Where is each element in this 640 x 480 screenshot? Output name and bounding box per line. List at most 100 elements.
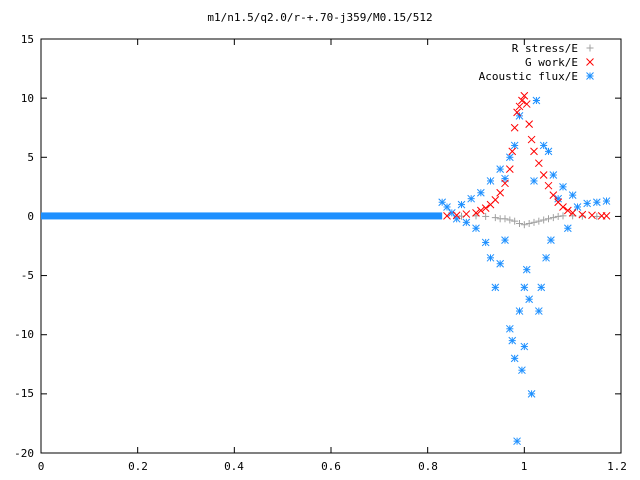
acoustic-flux-point bbox=[522, 265, 531, 274]
g-work-point bbox=[530, 147, 538, 156]
x-tick-label: 0 bbox=[38, 460, 45, 473]
g-work-point bbox=[513, 108, 521, 117]
r-stress-point bbox=[511, 217, 519, 225]
acoustic-flux-point bbox=[496, 259, 505, 268]
legend: R stress/E G work/E Acoustic flux/E bbox=[479, 42, 594, 83]
y-tick-label: 5 bbox=[27, 151, 34, 164]
acoustic-flux-point bbox=[443, 203, 451, 211]
g-work-point bbox=[522, 100, 531, 108]
tick-marks bbox=[40, 38, 622, 454]
r-stress-point bbox=[482, 212, 490, 220]
r-stress-point bbox=[501, 215, 509, 223]
y-axis: 15 10 5 0 -5 -10 -15 -20 bbox=[14, 33, 34, 460]
acoustic-flux-point bbox=[544, 147, 553, 156]
r-stress-point bbox=[530, 218, 538, 226]
r-stress-point bbox=[540, 216, 548, 224]
g-work-point bbox=[472, 209, 480, 217]
g-work-point bbox=[578, 210, 587, 219]
r-stress-point bbox=[535, 217, 543, 225]
acoustic-flux-point bbox=[486, 177, 495, 185]
y-tick-label: -20 bbox=[14, 447, 34, 460]
g-work-point bbox=[491, 196, 500, 204]
x-tick-label: 0.6 bbox=[321, 460, 341, 473]
x-tick-label: 1 bbox=[521, 460, 528, 473]
acoustic-flux-point bbox=[542, 253, 550, 262]
acoustic-flux-point bbox=[520, 283, 529, 292]
acoustic-flux-point bbox=[510, 141, 519, 150]
g-work-point bbox=[496, 188, 505, 197]
x-tick-label: 0.2 bbox=[128, 460, 148, 473]
acoustic-flux-point bbox=[496, 165, 505, 173]
acoustic-flux-point bbox=[505, 153, 514, 162]
g-work-point bbox=[534, 159, 543, 168]
r-stress-point bbox=[506, 216, 514, 224]
acoustic-flux-point bbox=[583, 199, 592, 208]
acoustic-flux-point bbox=[563, 224, 572, 233]
g-work-point bbox=[462, 210, 471, 218]
g-work-point bbox=[476, 206, 485, 215]
acoustic-flux-point bbox=[510, 354, 519, 363]
g-work-point bbox=[559, 203, 567, 211]
g-work-point bbox=[452, 211, 461, 220]
g-work-point bbox=[563, 206, 572, 215]
acoustic-flux-point bbox=[467, 194, 476, 203]
g-work-point bbox=[527, 135, 536, 144]
r-stress-point bbox=[593, 212, 601, 220]
g-work-point bbox=[505, 165, 514, 173]
acoustic-flux-point bbox=[518, 366, 526, 375]
acoustic-flux-point bbox=[462, 218, 471, 227]
y-tick-label: -10 bbox=[14, 328, 34, 341]
acoustic-flux-zero-band bbox=[41, 212, 443, 220]
acoustic-flux-point bbox=[554, 194, 563, 203]
x-tick-label: 1.2 bbox=[607, 460, 627, 473]
g-work-point bbox=[539, 171, 548, 179]
acoustic-flux-point bbox=[505, 324, 514, 333]
acoustic-flux-point bbox=[532, 96, 541, 105]
y-tick-label: 15 bbox=[21, 33, 34, 46]
g-work-point bbox=[588, 211, 596, 220]
acoustic-flux-point bbox=[573, 203, 582, 211]
r-stress-point bbox=[525, 220, 533, 228]
acoustic-flux-point bbox=[515, 112, 524, 120]
r-stress-point bbox=[578, 212, 586, 220]
x-tick-label: 0.8 bbox=[418, 460, 438, 473]
g-work-point bbox=[510, 123, 519, 132]
acoustic-flux-point bbox=[559, 183, 567, 191]
acoustic-flux-point bbox=[539, 141, 548, 150]
acoustic-flux-point bbox=[568, 191, 577, 199]
g-work-point bbox=[549, 191, 558, 199]
acoustic-flux-point bbox=[537, 283, 546, 292]
g-work-point bbox=[602, 211, 611, 220]
g-work-point bbox=[515, 102, 524, 111]
r-stress-point bbox=[559, 212, 567, 220]
g-work-point bbox=[443, 211, 451, 220]
g-work-point bbox=[520, 91, 529, 100]
r-stress-point bbox=[545, 215, 552, 223]
g-work-point bbox=[508, 147, 517, 156]
x-axis: 0 0.2 0.4 0.6 0.8 1 1.2 bbox=[38, 460, 627, 473]
acoustic-flux-point bbox=[520, 342, 529, 351]
r-stress-point bbox=[549, 214, 557, 222]
legend-marker-r-stress bbox=[586, 44, 594, 52]
acoustic-flux-point bbox=[438, 198, 447, 207]
g-work-point bbox=[501, 179, 509, 188]
legend-label-g-work: G work/E bbox=[525, 56, 578, 69]
y-tick-label: 0 bbox=[27, 210, 34, 223]
acoustic-flux-point bbox=[534, 307, 543, 315]
acoustic-flux-point bbox=[515, 307, 524, 315]
acoustic-flux-point bbox=[457, 200, 466, 209]
y-tick-label: 10 bbox=[21, 92, 34, 105]
acoustic-flux-point bbox=[592, 198, 601, 207]
acoustic-flux-point bbox=[525, 295, 534, 304]
legend-label-r-stress: R stress/E bbox=[512, 42, 578, 55]
acoustic-flux-point bbox=[486, 253, 495, 262]
acoustic-flux-point bbox=[549, 171, 558, 179]
r-stress-point bbox=[491, 214, 499, 222]
y-tick-label: -5 bbox=[21, 269, 34, 282]
legend-marker-g-work bbox=[586, 58, 594, 66]
near-zero-series-band bbox=[41, 212, 443, 220]
r-stress-point bbox=[516, 220, 523, 228]
legend-label-acoustic-flux: Acoustic flux/E bbox=[479, 70, 578, 83]
acoustic-flux-point bbox=[530, 177, 538, 185]
